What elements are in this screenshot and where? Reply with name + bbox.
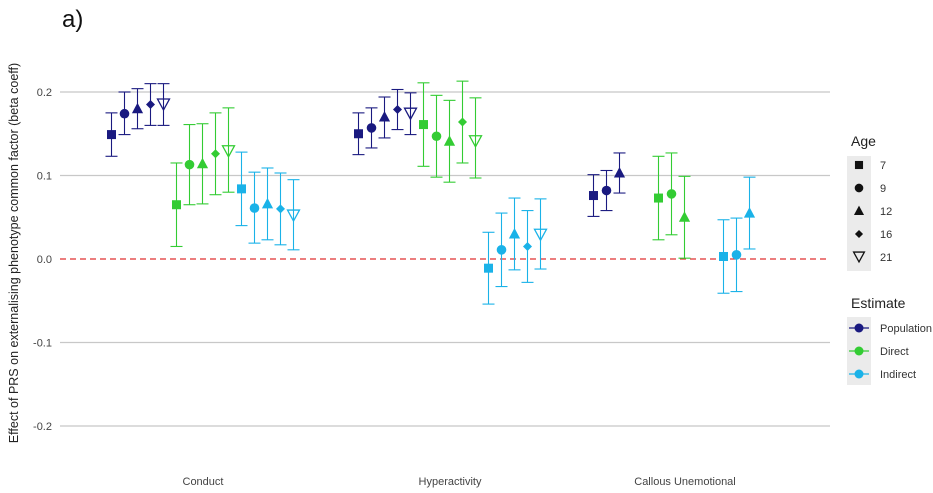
legend-age-title: Age — [851, 133, 876, 149]
data-point — [276, 204, 285, 214]
data-point — [221, 145, 236, 159]
data-point — [354, 129, 363, 139]
data-point — [366, 123, 377, 133]
data-point — [393, 105, 402, 115]
legend-age-label: 12 — [880, 206, 892, 218]
data-point — [484, 263, 493, 273]
data-point — [378, 111, 391, 122]
x-category-label: Hyperactivity — [419, 476, 482, 488]
legend-estimate-point — [854, 369, 864, 379]
legend-age-shape — [853, 205, 865, 216]
data-point — [666, 189, 677, 199]
data-point — [678, 211, 691, 222]
data-point — [286, 209, 301, 223]
data-point — [211, 149, 220, 159]
tick-labels-layer: 0.2 0.1 0.0 -0.1 -0.2 Conduct Hyperactivity Cal… — [33, 87, 736, 488]
data-point — [589, 191, 598, 201]
data-point — [419, 120, 428, 130]
data-point — [496, 245, 507, 255]
data-point — [731, 250, 742, 260]
data-point — [146, 100, 155, 110]
legend-estimate-point — [854, 323, 864, 333]
data-point — [523, 241, 532, 251]
grid-layer — [60, 91, 830, 427]
data-point — [107, 130, 116, 140]
data-point — [156, 98, 171, 112]
points-layer — [107, 98, 756, 273]
data-point — [119, 108, 130, 119]
y-tick-label: 0.1 — [37, 171, 52, 183]
legend-estimate-label: Indirect — [880, 369, 916, 381]
legend-age-shape — [854, 229, 864, 239]
data-point — [743, 207, 756, 218]
panel-label: a) — [62, 6, 84, 33]
legend-age-shape — [854, 183, 864, 193]
data-point — [431, 131, 442, 142]
legend-estimate-label: Population — [880, 323, 932, 335]
data-point — [443, 135, 456, 146]
data-point — [601, 185, 612, 196]
data-point — [131, 102, 144, 114]
y-tick-label: 0.0 — [37, 254, 52, 266]
y-tick-label: -0.2 — [33, 421, 52, 433]
y-tick-label: -0.1 — [33, 338, 52, 350]
legend-age-label: 7 — [880, 160, 886, 172]
legend-estimate-label: Direct — [880, 346, 909, 358]
data-point — [172, 200, 181, 210]
data-point — [237, 184, 246, 194]
x-category-label: Conduct — [183, 476, 224, 488]
data-point — [249, 203, 260, 213]
legend-age-label: 21 — [880, 252, 892, 264]
data-point — [719, 251, 728, 261]
data-point — [196, 157, 209, 169]
legend-age-shape — [854, 160, 864, 170]
data-point — [184, 159, 195, 170]
data-point — [468, 135, 483, 149]
x-category-label: Callous Unemotional — [634, 476, 736, 488]
data-point — [458, 117, 467, 127]
error-bars-layer — [105, 80, 756, 305]
data-point — [261, 197, 274, 209]
y-tick-label: 0.2 — [37, 87, 52, 99]
data-point — [508, 227, 521, 239]
legend: Age Estimate 7 9 12 16 21 Population Direct Ind… — [847, 133, 932, 385]
legend-age-label: 9 — [880, 183, 886, 195]
legend-estimate-point — [854, 346, 864, 356]
legend-estimate-title: Estimate — [851, 295, 906, 311]
legend-age-shape — [852, 251, 866, 264]
legend-age-label: 16 — [880, 229, 892, 241]
data-point — [403, 107, 418, 121]
data-point — [533, 228, 548, 242]
data-point — [613, 166, 626, 178]
data-point — [654, 193, 663, 203]
